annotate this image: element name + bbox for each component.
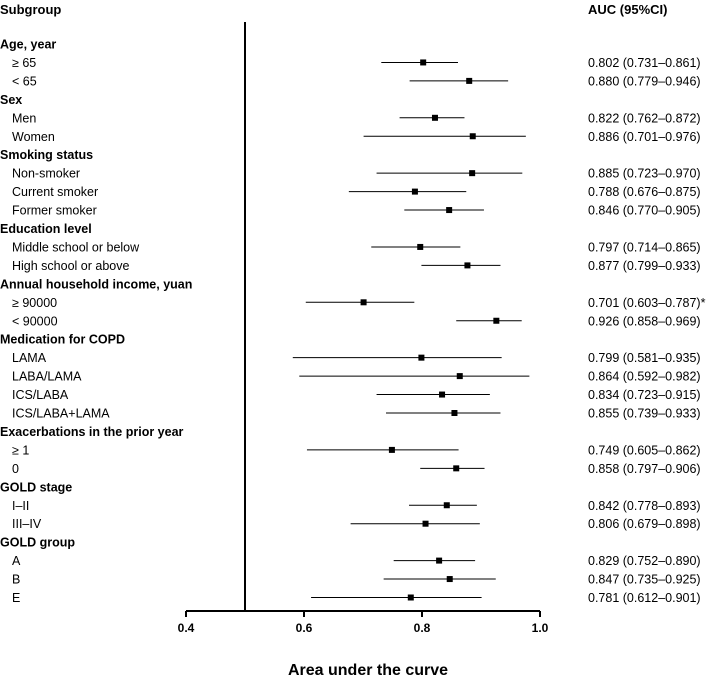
- group-label: Exacerbations in the prior year: [0, 425, 184, 439]
- group-label: Education level: [0, 222, 92, 236]
- subgroup-label: ICS/LABA: [12, 388, 69, 402]
- group-label: Medication for COPD: [0, 333, 125, 347]
- group-label: Annual household income, yuan: [0, 277, 192, 291]
- subgroup-label: < 90000: [12, 314, 58, 328]
- group-label: GOLD group: [0, 536, 75, 550]
- subgroup-label: High school or above: [12, 259, 129, 273]
- auc-value: 0.701 (0.603–0.787)*: [588, 296, 706, 310]
- subgroup-label: Women: [12, 130, 55, 144]
- auc-value: 0.880 (0.779–0.946): [588, 74, 701, 88]
- auc-point: [469, 170, 476, 177]
- subgroup-label: Former smoker: [12, 204, 97, 218]
- x-tick-label: 0.6: [296, 621, 313, 635]
- auc-point: [469, 133, 476, 140]
- auc-point: [411, 188, 418, 195]
- auc-point: [443, 502, 450, 509]
- group-label: Sex: [0, 93, 22, 107]
- group-label: Age, year: [0, 38, 56, 52]
- x-axis-label: Area under the curve: [288, 662, 448, 679]
- auc-point: [451, 410, 458, 416]
- auc-value: 0.806 (0.679–0.898): [588, 517, 701, 531]
- auc-point: [417, 243, 424, 250]
- auc-point: [439, 391, 446, 398]
- auc-value: 0.749 (0.605–0.862): [588, 443, 701, 457]
- subgroup-label: LAMA: [12, 351, 47, 365]
- subgroup-label: Non-smoker: [12, 167, 80, 181]
- auc-point: [407, 594, 414, 601]
- auc-value: 0.802 (0.731–0.861): [588, 56, 701, 70]
- auc-point: [464, 262, 471, 269]
- auc-value: 0.822 (0.762–0.872): [588, 111, 701, 125]
- auc-value: 0.788 (0.676–0.875): [588, 185, 701, 199]
- auc-point: [436, 557, 443, 564]
- auc-column-header: AUC (95%CI): [588, 2, 667, 17]
- group-label: Smoking status: [0, 148, 93, 162]
- subgroup-label: B: [12, 573, 20, 587]
- subgroup-label: Men: [12, 111, 36, 125]
- subgroup-label: Middle school or below: [12, 240, 140, 254]
- subgroup-label: LABA/LAMA: [12, 370, 82, 384]
- subgroup-label: ICS/LABA+LAMA: [12, 407, 110, 421]
- group-label: GOLD stage: [0, 480, 72, 494]
- auc-value: 0.885 (0.723–0.970): [588, 167, 701, 181]
- subgroup-label: ≥ 65: [12, 56, 36, 70]
- auc-point: [360, 299, 367, 306]
- auc-point: [418, 354, 425, 361]
- auc-value: 0.847 (0.735–0.925): [588, 573, 701, 587]
- subgroup-label: E: [12, 591, 20, 605]
- subgroup-label: ≥ 1: [12, 443, 29, 457]
- auc-value: 0.864 (0.592–0.982): [588, 370, 701, 384]
- subgroup-label: < 65: [12, 74, 37, 88]
- auc-point: [422, 520, 429, 527]
- auc-value: 0.926 (0.858–0.969): [588, 314, 701, 328]
- auc-point: [446, 576, 453, 583]
- auc-point: [493, 317, 500, 324]
- subgroup-label: 0: [12, 462, 19, 476]
- subgroup-label: I–II: [12, 499, 29, 513]
- x-axis: 0.4 0.6 0.8 1.0: [178, 610, 549, 635]
- auc-value: 0.855 (0.739–0.933): [588, 407, 701, 421]
- auc-value: 0.829 (0.752–0.890): [588, 554, 701, 568]
- auc-value: 0.886 (0.701–0.976): [588, 130, 701, 144]
- auc-value: 0.858 (0.797–0.906): [588, 462, 701, 476]
- auc-value: 0.834 (0.723–0.915): [588, 388, 701, 402]
- subgroup-column-header: Subgroup: [0, 2, 61, 17]
- auc-value: 0.842 (0.778–0.893): [588, 499, 701, 513]
- auc-point: [453, 465, 460, 472]
- auc-value: 0.846 (0.770–0.905): [588, 204, 701, 218]
- auc-point: [420, 59, 427, 66]
- auc-point: [431, 114, 438, 121]
- auc-point: [446, 207, 453, 214]
- auc-value: 0.797 (0.714–0.865): [588, 240, 701, 254]
- auc-point: [456, 373, 463, 380]
- x-tick-label: 0.4: [178, 621, 195, 635]
- auc-point: [388, 446, 395, 453]
- forest-rows: Age, year ≥ 65 0.802 (0.731–0.861) < 65 0.88…: [0, 22, 706, 611]
- x-tick-label: 0.8: [414, 621, 431, 635]
- subgroup-label: ≥ 90000: [12, 296, 57, 310]
- subgroup-label: Current smoker: [12, 185, 98, 199]
- auc-value: 0.781 (0.612–0.901): [588, 591, 701, 605]
- auc-value: 0.877 (0.799–0.933): [588, 259, 701, 273]
- subgroup-label: A: [12, 554, 21, 568]
- x-tick-label: 1.0: [532, 621, 549, 635]
- auc-value: 0.799 (0.581–0.935): [588, 351, 701, 365]
- subgroup-label: III–IV: [12, 517, 42, 531]
- auc-point: [466, 77, 473, 84]
